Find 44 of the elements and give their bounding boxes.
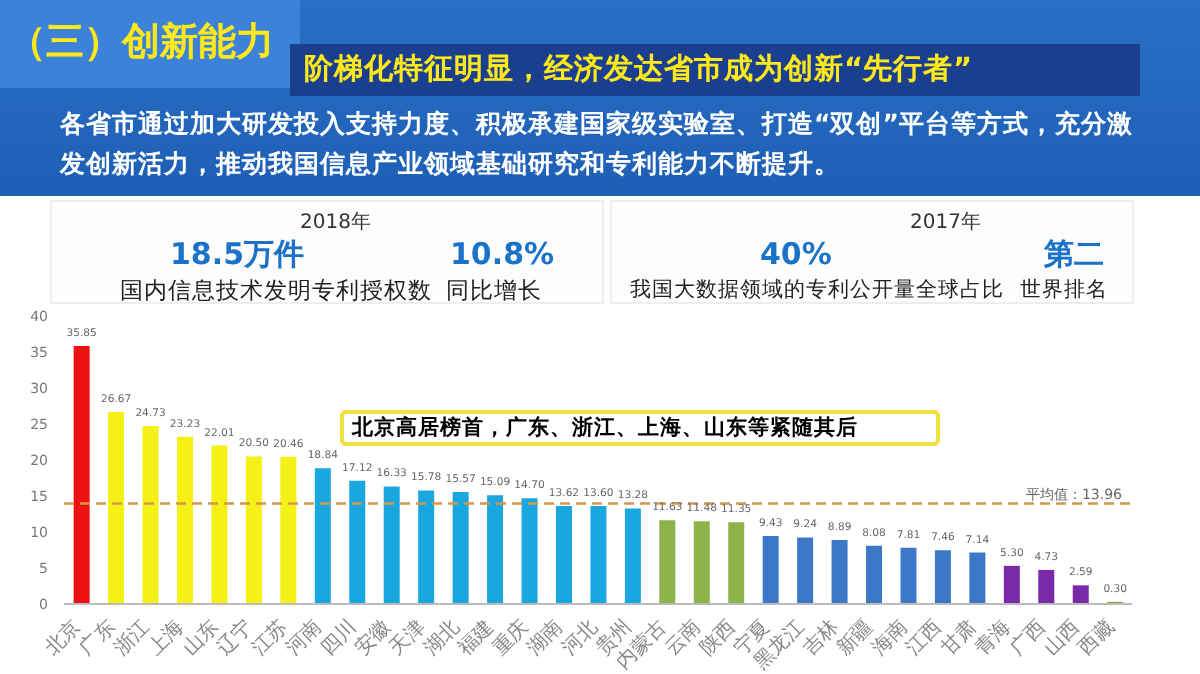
bar	[383, 486, 400, 604]
bar	[969, 552, 986, 604]
bar	[211, 445, 228, 604]
bar	[797, 537, 814, 604]
bar	[831, 539, 848, 604]
text: 国内信息技术发明专利授权数	[120, 276, 432, 306]
bar	[108, 411, 125, 604]
text: 2018年	[300, 210, 371, 236]
bar	[314, 468, 331, 604]
text: 40%	[760, 236, 832, 272]
bar	[142, 425, 159, 604]
bar	[762, 536, 779, 604]
bar	[728, 522, 745, 604]
text: 2017年	[910, 210, 981, 236]
chart-title: （三）创新能力	[8, 18, 274, 68]
bar	[624, 508, 641, 604]
text: 10.8%	[450, 236, 555, 272]
bar	[1003, 565, 1020, 604]
bar	[521, 498, 538, 604]
text: 同比增长	[446, 276, 542, 306]
bar	[452, 491, 469, 604]
bar	[659, 520, 676, 604]
text: 第二	[1044, 236, 1104, 274]
bar	[1072, 585, 1089, 604]
text: 我国大数据领域的专利公开量全球占比	[630, 276, 1004, 304]
bar	[590, 506, 607, 604]
bar	[245, 456, 262, 604]
bar	[866, 545, 883, 604]
bar	[418, 490, 435, 604]
bar	[349, 480, 366, 604]
bar	[177, 436, 193, 604]
bar	[487, 495, 504, 604]
bar	[280, 456, 297, 604]
bar	[73, 345, 90, 604]
bar	[934, 550, 951, 604]
bar	[555, 505, 572, 604]
bar	[900, 547, 917, 604]
bar	[1038, 569, 1055, 604]
annotation: 北京高居榜首，广东、浙江、上海、山东等紧随其后	[349, 413, 860, 444]
text: 世界排名	[1020, 276, 1108, 304]
bar	[693, 521, 710, 604]
text: 各省市通过加大研发投入支持力度、积极承建国家级实验室、打造“双创”平台等方式，充分激发创新活力，推动我国信息产业领域基础研究和专利能力不断提升。	[60, 106, 1135, 182]
text: 18.5万件	[170, 236, 305, 274]
chart-subtitle: 阶梯化特征明显，经济发达省市成为创新“先行者”	[304, 51, 973, 88]
